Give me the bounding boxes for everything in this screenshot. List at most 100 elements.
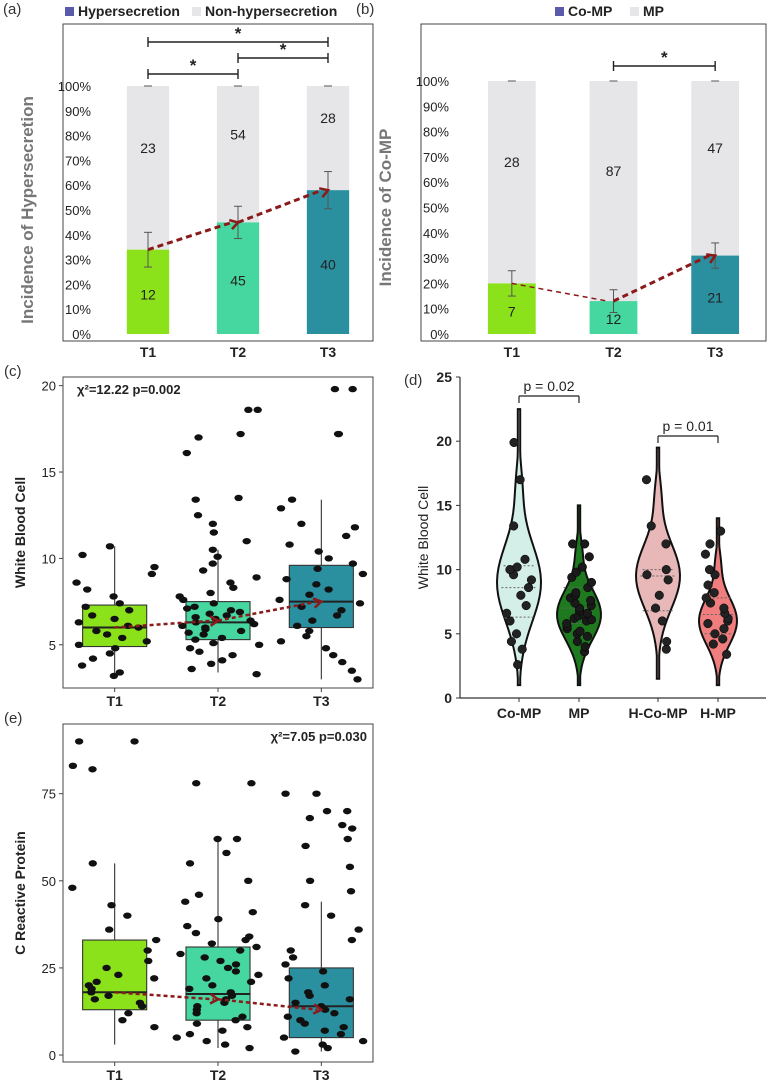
point-c-1-22 [222,612,231,619]
point-e-1-39 [244,877,253,885]
point-c-2-23 [314,548,323,555]
point-d-2-5 [663,575,673,585]
point-d-1-28 [584,552,594,562]
point-d-3-3 [710,629,720,639]
point-d-0-5 [502,608,512,618]
legend-swatch-a-1 [192,7,201,16]
y-axis-label-a: Incidence of Hypersecretion [18,96,37,324]
x-tick-d-0: Co-MP [497,705,541,721]
point-c-1-45 [182,449,192,457]
point-e-2-35 [305,814,315,822]
x-tick-a-0: T1 [140,344,157,360]
x-tick-e-1: T2 [210,1067,227,1081]
x-tick-c-2: T3 [313,693,330,709]
count-lower-a-1: 45 [230,273,246,289]
point-e-2-30 [345,863,355,871]
point-e-2-33 [348,825,357,832]
y-tick-b-9: 90% [423,99,449,114]
plot-frame-b [420,23,767,342]
point-e-1-4 [185,1030,195,1038]
point-e-1-34 [183,922,192,930]
point-e-1-37 [181,898,190,905]
point-c-0-18 [115,600,124,607]
point-e-0-5 [90,996,100,1003]
point-e-1-22 [231,968,241,975]
point-e-2-3 [358,1037,368,1045]
point-e-1-18 [208,982,217,989]
point-d-3-9 [719,603,729,613]
count-lower-b-1: 12 [606,311,622,327]
point-d-3-15 [704,565,715,575]
point-d-1-24 [586,577,597,587]
point-c-2-13 [355,600,365,607]
point-c-1-4 [228,651,237,659]
point-c-1-10 [217,634,227,642]
point-d-2-9 [646,521,656,531]
point-c-2-3 [329,651,338,659]
point-e-1-35 [214,915,223,923]
point-e-2-22 [288,954,298,961]
point-c-2-10 [332,612,342,619]
y-tick-a-1: 10% [65,302,91,317]
y-tick-c-0: 5 [49,638,56,653]
x-tick-e-0: T1 [106,1067,123,1081]
point-c-1-15 [201,624,210,631]
point-c-0-6 [74,641,84,649]
point-e-2-34 [338,821,347,829]
count-upper-b-0: 28 [504,154,520,170]
point-c-2-28 [276,505,286,512]
y-tick-a-7: 70% [65,153,91,168]
point-c-1-11 [199,631,208,638]
point-c-2-7 [305,627,314,635]
point-c-0-8 [118,634,127,642]
point-c-2-11 [337,607,346,614]
point-c-2-4 [321,645,331,652]
point-e-1-12 [193,1003,202,1010]
point-e-1-38 [194,891,204,898]
panel-label-a: (a) [3,1,21,18]
y-tick-c-3: 20 [42,379,56,394]
point-d-1-14 [582,608,592,618]
point-c-1-2 [206,660,216,668]
point-e-1-41 [222,849,231,857]
point-c-1-35 [198,567,208,574]
point-d-3-5 [703,618,713,629]
point-d-1-2 [572,636,582,647]
point-c-1-33 [226,579,235,586]
point-e-2-15 [345,996,355,1003]
bar-a-non-hypersecretion-0 [126,86,170,250]
point-e-0-16 [151,936,161,944]
point-d-3-12 [709,588,719,598]
point-c-2-0 [353,676,362,683]
point-c-1-37 [213,553,222,560]
point-d-0-7 [516,590,526,600]
point-d-3-11 [701,593,711,603]
point-d-2-8 [661,539,671,549]
x-tick-a-2: T3 [320,344,337,360]
point-c-1-23 [205,610,214,617]
point-c-1-0 [252,670,261,678]
point-d-2-1 [662,636,672,647]
point-c-1-36 [208,560,217,567]
point-c-2-29 [287,496,297,503]
point-d-1-3 [582,631,592,641]
count-lower-a-2: 40 [320,257,336,273]
point-d-3-0 [722,649,732,659]
point-c-1-6 [185,645,195,652]
y-tick-b-5: 50% [423,201,449,216]
point-e-2-19 [284,975,293,982]
point-c-1-18 [191,619,201,626]
point-e-2-37 [322,807,332,815]
point-c-1-48 [244,406,253,414]
point-c-0-2 [77,662,87,669]
point-c-2-9 [308,617,317,624]
point-e-1-45 [192,780,201,787]
point-e-2-26 [326,912,336,919]
x-tick-c-0: T1 [106,693,123,709]
point-e-1-23 [223,964,233,972]
point-e-0-17 [105,926,114,933]
point-e-1-21 [254,971,263,979]
point-e-0-1 [118,1016,127,1024]
point-c-2-1 [347,667,357,674]
point-d-1-29 [568,539,578,549]
